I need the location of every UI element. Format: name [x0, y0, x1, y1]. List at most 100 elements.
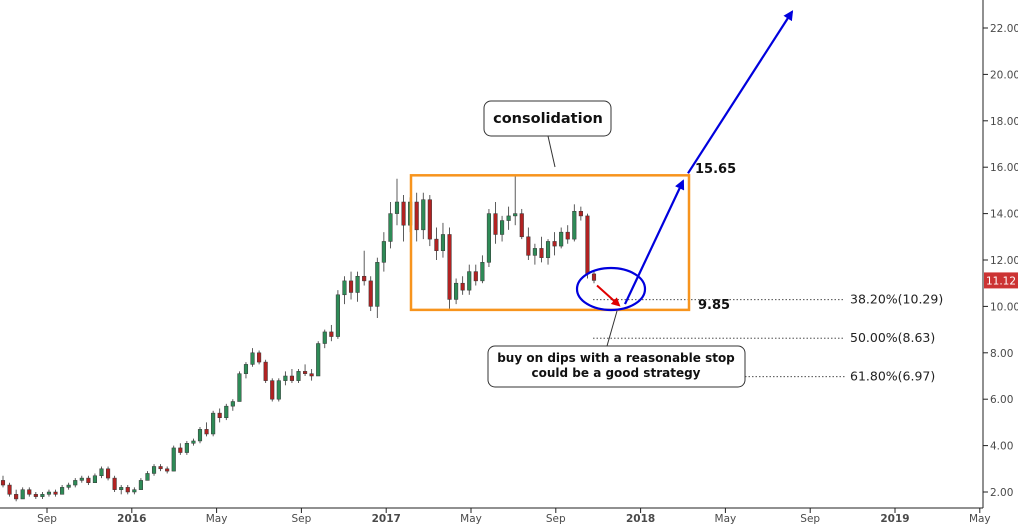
y-axis: 2.00 4.00 6.00 8.00 10.00 12.00 14.00 16.00 18.0…	[983, 23, 1018, 499]
candle	[532, 243, 537, 265]
candle	[473, 264, 478, 286]
candle	[106, 466, 111, 481]
candle	[375, 257, 380, 318]
candle	[73, 478, 78, 488]
candle	[204, 422, 209, 437]
candle	[513, 176, 518, 226]
x-tick-label: May	[969, 513, 991, 524]
candle	[519, 208, 524, 240]
x-tick-label: May	[715, 513, 737, 524]
candle	[289, 369, 294, 383]
consolidation-callout-text: consolidation	[493, 111, 603, 127]
candle	[565, 225, 570, 244]
candle	[545, 239, 551, 265]
y-tick-label: 12.00	[990, 255, 1018, 267]
candle	[480, 255, 485, 284]
candle	[414, 192, 419, 242]
candle	[368, 276, 373, 312]
candle	[217, 408, 222, 423]
x-tick-label: Sep	[292, 513, 312, 524]
candle	[355, 271, 360, 302]
candle	[309, 369, 314, 381]
candle	[296, 369, 301, 383]
candle	[591, 271, 597, 284]
candlestick-series	[0, 176, 597, 502]
candle	[394, 178, 400, 226]
consolidation-callout-pointer	[547, 135, 556, 168]
candle	[138, 478, 143, 490]
candle	[316, 341, 321, 377]
projection-arrow-breakout	[687, 10, 794, 174]
candle	[191, 438, 196, 446]
candle	[33, 492, 38, 499]
candle	[401, 195, 406, 242]
x-tick-label: 2019	[880, 513, 909, 524]
candle	[230, 399, 235, 411]
buy-zone-ellipse	[575, 266, 647, 312]
y-tick-label: 16.00	[990, 162, 1018, 174]
candle	[421, 192, 426, 240]
y-tick-label: 10.00	[990, 301, 1018, 313]
candle	[335, 290, 340, 339]
candle	[486, 208, 491, 267]
candle	[224, 403, 229, 421]
candle	[7, 482, 12, 497]
x-tick-label: 2016	[117, 513, 146, 524]
candle	[112, 475, 117, 492]
candle	[434, 227, 439, 260]
strategy-callout-line1: buy on dips with a reasonable stop	[497, 351, 735, 365]
candle	[66, 482, 71, 490]
candle	[578, 206, 583, 221]
candle	[348, 271, 354, 300]
x-tick-label: Sep	[37, 513, 57, 524]
candle	[171, 445, 176, 472]
fib-level-label: 50.00%(8.63)	[850, 330, 935, 345]
candle	[20, 487, 25, 500]
consolidation-callout-box	[483, 100, 612, 137]
candle	[178, 443, 183, 455]
x-tick-label: Sep	[800, 513, 820, 524]
candle	[92, 473, 97, 483]
candle	[53, 489, 58, 497]
candle	[526, 227, 531, 260]
candle	[243, 362, 249, 379]
candle	[388, 202, 393, 249]
candle	[270, 378, 275, 402]
candle	[552, 232, 557, 256]
candle	[250, 348, 255, 367]
candle	[559, 227, 564, 249]
candle	[40, 492, 45, 499]
candle	[440, 222, 446, 258]
candle	[237, 371, 242, 402]
candle	[27, 487, 32, 497]
candle	[145, 471, 150, 481]
x-tick-label: May	[460, 513, 482, 524]
candle	[427, 195, 432, 247]
candle	[342, 276, 347, 305]
y-tick-label: 4.00	[990, 441, 1013, 453]
strategy-callout-box	[487, 345, 746, 388]
candle	[211, 410, 216, 437]
candle	[585, 213, 590, 279]
candle	[303, 364, 308, 376]
y-tick-label: 18.00	[990, 116, 1018, 128]
candle	[276, 378, 281, 402]
candle	[158, 464, 163, 472]
level-top-label: 15.65	[695, 162, 736, 177]
candle	[460, 276, 465, 295]
y-tick-label: 14.00	[990, 209, 1018, 221]
y-tick-label: 6.00	[990, 394, 1013, 406]
candle	[257, 350, 262, 365]
y-tick-label: 2.00	[990, 487, 1013, 499]
candle	[539, 236, 544, 263]
candle	[467, 264, 472, 295]
candle	[362, 250, 367, 286]
candle	[454, 278, 459, 305]
candle	[572, 204, 577, 242]
x-axis: Sep 2016 May Sep 2017 May Sep 2018 May Sep 2019 May	[37, 508, 991, 525]
fib-level-label: 38.20%(10.29)	[850, 292, 943, 307]
candle	[263, 359, 268, 383]
x-tick-label: 2018	[626, 513, 655, 524]
